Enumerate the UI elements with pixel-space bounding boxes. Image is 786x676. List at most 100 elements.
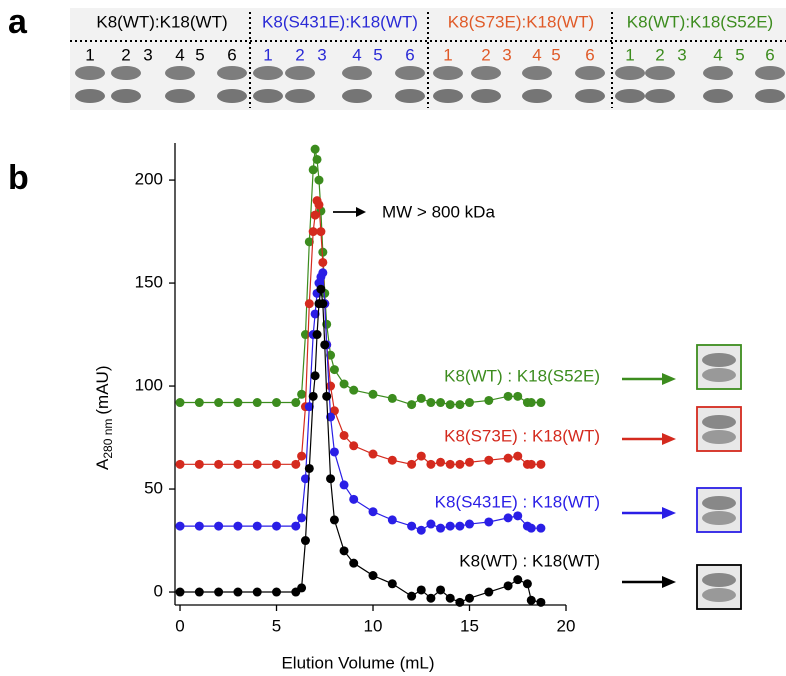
data-point [388, 515, 397, 524]
data-point [513, 575, 522, 584]
lane-number: 5 [551, 45, 560, 64]
data-point [195, 588, 204, 597]
legend-arrowhead [662, 576, 676, 588]
data-point [233, 398, 242, 407]
gel-band [702, 511, 736, 525]
gel-band [165, 66, 195, 80]
data-point [446, 460, 455, 469]
data-point [349, 386, 358, 395]
data-point [233, 588, 242, 597]
gel-band [253, 89, 283, 103]
data-point [214, 460, 223, 469]
data-point [297, 513, 306, 522]
data-point [311, 145, 320, 154]
lane-number: 4 [352, 45, 361, 64]
legend-label: K8(WT) : K18(WT) [459, 551, 600, 570]
x-tick-label: 15 [460, 616, 479, 635]
data-point [388, 456, 397, 465]
data-point [369, 571, 378, 580]
gel-band [645, 89, 675, 103]
data-point [316, 285, 325, 294]
gel-band [433, 66, 463, 80]
gel-group-label: K8(S431E):K18(WT) [262, 12, 418, 31]
gel-band [471, 89, 501, 103]
gel-band [615, 66, 645, 80]
data-point [272, 522, 281, 531]
lane-number: 4 [713, 45, 722, 64]
data-point [369, 507, 378, 516]
x-tick-label: 5 [272, 616, 281, 635]
data-point [465, 398, 474, 407]
data-point [309, 165, 318, 174]
gel-band [702, 588, 736, 602]
gel-band [702, 430, 736, 444]
data-point [504, 392, 513, 401]
data-point [455, 460, 464, 469]
x-tick-label: 20 [557, 616, 576, 635]
y-tick-label: 150 [135, 273, 163, 292]
data-point [513, 452, 522, 461]
data-point [523, 579, 532, 588]
data-point [340, 379, 349, 388]
data-point [326, 382, 335, 391]
data-point [309, 392, 318, 401]
data-point [318, 258, 327, 267]
lane-number: 6 [405, 45, 414, 64]
data-point [176, 460, 185, 469]
data-point [297, 583, 306, 592]
data-point [291, 460, 300, 469]
data-point [417, 526, 426, 535]
data-point [504, 581, 513, 590]
lane-number: 2 [481, 45, 490, 64]
annotation: MW > 800 kDa [333, 202, 495, 221]
data-point [436, 458, 445, 467]
data-point [311, 371, 320, 380]
data-point [455, 522, 464, 531]
lane-number: 1 [263, 45, 272, 64]
lane-number: 6 [585, 45, 594, 64]
data-point [253, 398, 262, 407]
gel-band [522, 66, 552, 80]
lane-number: 5 [735, 45, 744, 64]
gel-band [702, 415, 736, 429]
gel-band [75, 89, 105, 103]
data-point [314, 200, 323, 209]
annotation-arrowhead [356, 207, 366, 217]
gel-band [522, 89, 552, 103]
data-point [513, 511, 522, 520]
data-point [195, 522, 204, 531]
data-point [436, 398, 445, 407]
data-point [301, 536, 310, 545]
data-point [340, 480, 349, 489]
data-point [446, 522, 455, 531]
legend-arrowhead [662, 433, 676, 445]
panel-label: a [8, 3, 28, 41]
lane-number: 5 [195, 45, 204, 64]
data-point [272, 588, 281, 597]
legend-arrowhead [662, 373, 676, 385]
gel-group-label: K8(S73E):K18(WT) [448, 12, 594, 31]
data-point [309, 227, 318, 236]
data-point [253, 522, 262, 531]
gel-band [433, 89, 463, 103]
data-point [195, 398, 204, 407]
gel-group-label: K8(WT):K18(WT) [96, 12, 227, 31]
gel-band [285, 66, 315, 80]
data-point [313, 155, 322, 164]
data-point [455, 598, 464, 607]
gel-band [395, 66, 425, 80]
data-point [513, 392, 522, 401]
data-point [297, 390, 306, 399]
gel-group-label: K8(WT):K18(S52E) [627, 12, 773, 31]
data-point [536, 524, 545, 533]
data-point [417, 452, 426, 461]
data-point [176, 588, 185, 597]
gel-band [755, 66, 785, 80]
data-point [527, 398, 536, 407]
gel-band [702, 368, 736, 382]
data-point [330, 447, 339, 456]
lane-number: 4 [175, 45, 184, 64]
y-axis-title: A280 nm(mAU) [93, 366, 115, 470]
data-point [504, 513, 513, 522]
gel-band [702, 353, 736, 367]
